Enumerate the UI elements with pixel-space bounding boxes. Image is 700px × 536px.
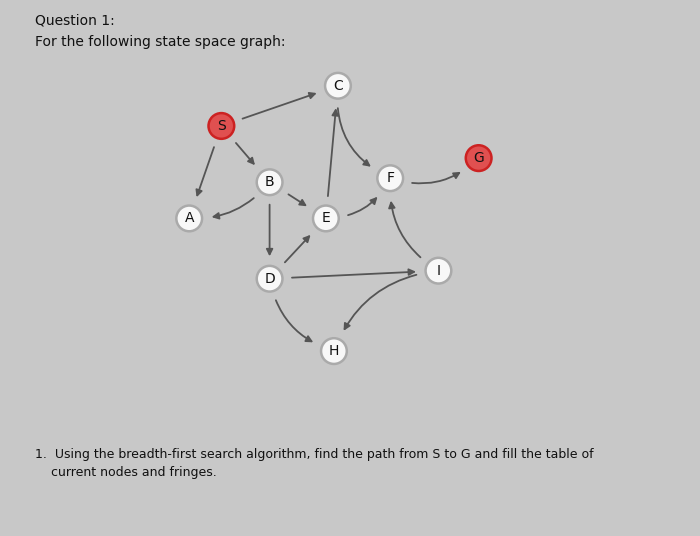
- Circle shape: [377, 166, 403, 191]
- Circle shape: [176, 205, 202, 231]
- Text: For the following state space graph:: For the following state space graph:: [35, 35, 286, 49]
- Circle shape: [325, 73, 351, 99]
- Circle shape: [466, 145, 491, 171]
- Circle shape: [426, 258, 452, 284]
- Text: H: H: [329, 344, 339, 358]
- Text: B: B: [265, 175, 274, 189]
- Text: C: C: [333, 79, 343, 93]
- Text: current nodes and fringes.: current nodes and fringes.: [35, 466, 217, 479]
- Circle shape: [313, 205, 339, 231]
- Circle shape: [209, 113, 235, 139]
- Circle shape: [257, 266, 283, 292]
- Text: E: E: [321, 211, 330, 226]
- Text: 1.  Using the breadth-first search algorithm, find the path from S to G and fill: 1. Using the breadth-first search algori…: [35, 448, 594, 460]
- Text: F: F: [386, 171, 394, 185]
- Text: A: A: [184, 211, 194, 226]
- Text: I: I: [436, 264, 440, 278]
- Text: S: S: [217, 119, 225, 133]
- Circle shape: [257, 169, 283, 195]
- Text: Question 1:: Question 1:: [35, 13, 115, 27]
- Text: G: G: [473, 151, 484, 165]
- Text: D: D: [264, 272, 275, 286]
- Circle shape: [321, 338, 346, 364]
